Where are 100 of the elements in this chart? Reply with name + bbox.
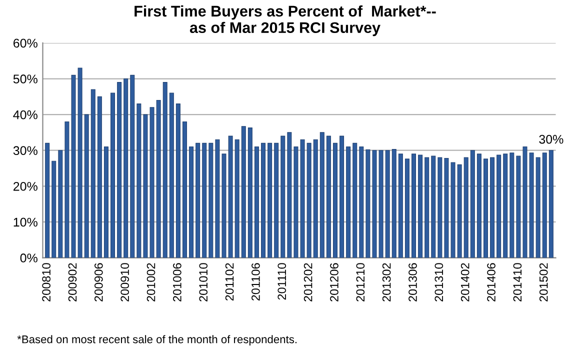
bar [366, 149, 370, 258]
bar [110, 92, 116, 258]
bar [208, 142, 214, 258]
x-tick-label: 201406 [487, 263, 496, 302]
x-tick-label: 201002 [146, 263, 156, 302]
bar [156, 100, 161, 258]
x-tick-label: 201306 [408, 263, 417, 302]
x-tick-label: 200906 [94, 263, 103, 302]
bar [470, 150, 475, 258]
x-tick-label: 201006 [173, 263, 182, 302]
bar [254, 146, 259, 258]
x-tick-label: 201110 [278, 263, 286, 300]
text: *Based on most recent sale of the month of respondents. [17, 335, 296, 346]
bar [404, 158, 410, 258]
bar [268, 142, 272, 258]
bar [529, 152, 534, 258]
bar [372, 150, 377, 258]
bar [234, 139, 240, 258]
bar [169, 92, 174, 258]
bar [457, 164, 462, 258]
bar [438, 157, 442, 258]
bar [346, 146, 351, 258]
x-tick-label: 201102 [225, 263, 234, 301]
bar [464, 157, 468, 258]
x-tick-label: 201502 [539, 263, 548, 302]
bar [228, 136, 233, 258]
bar [320, 132, 324, 258]
x-tick-label: 201310 [434, 263, 444, 302]
bar [359, 146, 364, 258]
x-tick-label: 200810 [42, 263, 50, 302]
bar [52, 160, 56, 258]
x-tick-label: 201302 [382, 263, 391, 302]
bar [306, 142, 312, 258]
x-tick-label: 200902 [68, 263, 77, 302]
bar [130, 74, 135, 258]
bar [483, 158, 488, 258]
x-tick-label: 201010 [199, 263, 208, 302]
bar [215, 139, 220, 258]
bar [78, 68, 82, 258]
bar [222, 154, 226, 258]
y-tick-label: 30% [13, 146, 38, 156]
bar [97, 96, 102, 258]
bar [124, 78, 128, 258]
bar [90, 89, 96, 258]
x-tick-label: 201410 [513, 263, 522, 302]
x-tick-label: 201106 [252, 263, 260, 301]
bar [548, 150, 554, 258]
bar [189, 146, 194, 258]
y-tick-label: 10% [14, 218, 38, 227]
x-tick-label: 201402 [460, 263, 470, 302]
bar [64, 121, 70, 258]
y-tick-label: 0% [20, 254, 38, 262]
bar [340, 136, 344, 258]
bar [542, 152, 547, 258]
bar [287, 132, 292, 258]
bar [136, 104, 142, 258]
bar [326, 136, 331, 258]
bar [117, 82, 122, 258]
bar [202, 142, 207, 258]
bar [104, 146, 108, 258]
bar [261, 142, 266, 258]
bar [280, 136, 286, 258]
bar [503, 154, 508, 258]
bar [424, 157, 430, 258]
bar [522, 146, 528, 258]
chart-title: First Time Buyers as Percent of Market*-- as of Mar 2015 RCI Survey [134, 5, 436, 36]
x-tick-label: 201210 [356, 263, 365, 302]
x-tick-label: 200910 [120, 263, 130, 302]
bar [490, 157, 495, 258]
y-tick-label: 40% [13, 110, 38, 120]
bar [176, 104, 180, 258]
bar [418, 154, 423, 258]
bar [182, 121, 187, 258]
bar [398, 154, 403, 258]
bar [71, 74, 76, 258]
bar [536, 157, 540, 258]
bar [412, 154, 416, 258]
data-label: 30% [539, 134, 564, 144]
y-tick-label: 50% [13, 74, 38, 84]
bar [378, 150, 384, 258]
bar [313, 139, 318, 258]
x-tick-label: 201206 [330, 263, 338, 302]
y-tick-label: 20% [14, 182, 38, 191]
bar [510, 152, 514, 258]
bar [392, 149, 396, 258]
bar [84, 114, 89, 258]
bar [196, 142, 200, 258]
bar [45, 142, 50, 258]
bar [58, 150, 63, 258]
bar [241, 126, 246, 258]
bar [248, 128, 252, 258]
y-tick-label: 60% [14, 38, 38, 48]
bar [431, 156, 436, 258]
x-tick-label: 201202 [304, 263, 312, 302]
bar [352, 142, 358, 258]
bar [516, 156, 521, 258]
bar [274, 142, 279, 258]
bar [162, 82, 168, 258]
bar [332, 142, 338, 258]
bar [496, 154, 502, 258]
